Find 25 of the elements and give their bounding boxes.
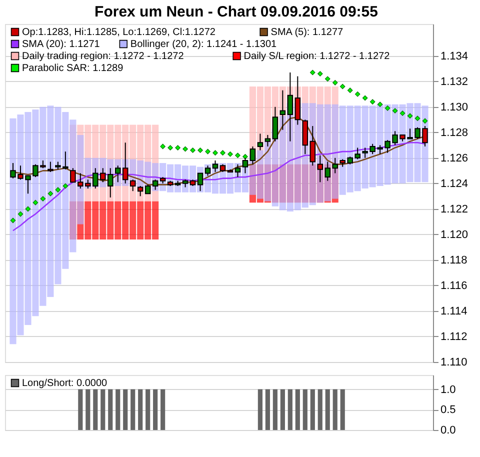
y-tick-label: 1.134 <box>440 50 468 62</box>
legend-label: Parabolic SAR: 1.1289 <box>22 63 124 74</box>
y-tick-label: 1.118 <box>440 254 468 266</box>
legend-label: SMA (5): 1.1277 <box>270 27 344 38</box>
y-tick-label: 1.126 <box>440 152 468 164</box>
y-tick-label: 1.122 <box>440 203 468 216</box>
legend-label: Op:1.1283, Hi:1.1285, Lo:1.1269, Cl:1.1272 <box>22 27 216 38</box>
y-tick-label: 1.124 <box>440 178 468 190</box>
legend-label: Daily trading region: 1.1272 - 1.1272 <box>22 51 184 62</box>
y-tick-label: 1.132 <box>440 76 468 88</box>
chart-title: Forex um Neun - Chart 09.09.2016 09:55 <box>94 4 378 20</box>
y-tick-label: 1.0 <box>440 384 456 396</box>
y-tick-label: 1.116 <box>440 280 468 292</box>
y-tick-label: 1.128 <box>440 126 468 139</box>
y-tick-label: 1.110 <box>440 356 468 368</box>
y-tick-label: 1.120 <box>440 228 468 241</box>
legend-label: Daily S/L region: 1.1272 - 1.1272 <box>244 51 390 62</box>
y-tick-label: 1.112 <box>440 330 468 343</box>
legend-label: SMA (20): 1.1271 <box>22 39 100 50</box>
y-tick-label: 0.0 <box>440 424 456 436</box>
legend-label: Bollinger (20, 2): 1.1241 - 1.1301 <box>130 39 278 50</box>
legend-label: Long/Short: 0.0000 <box>22 378 108 389</box>
y-tick-label: 1.130 <box>440 101 468 114</box>
y-tick-label: 0.5 <box>440 404 456 416</box>
y-tick-label: 1.114 <box>440 305 468 318</box>
